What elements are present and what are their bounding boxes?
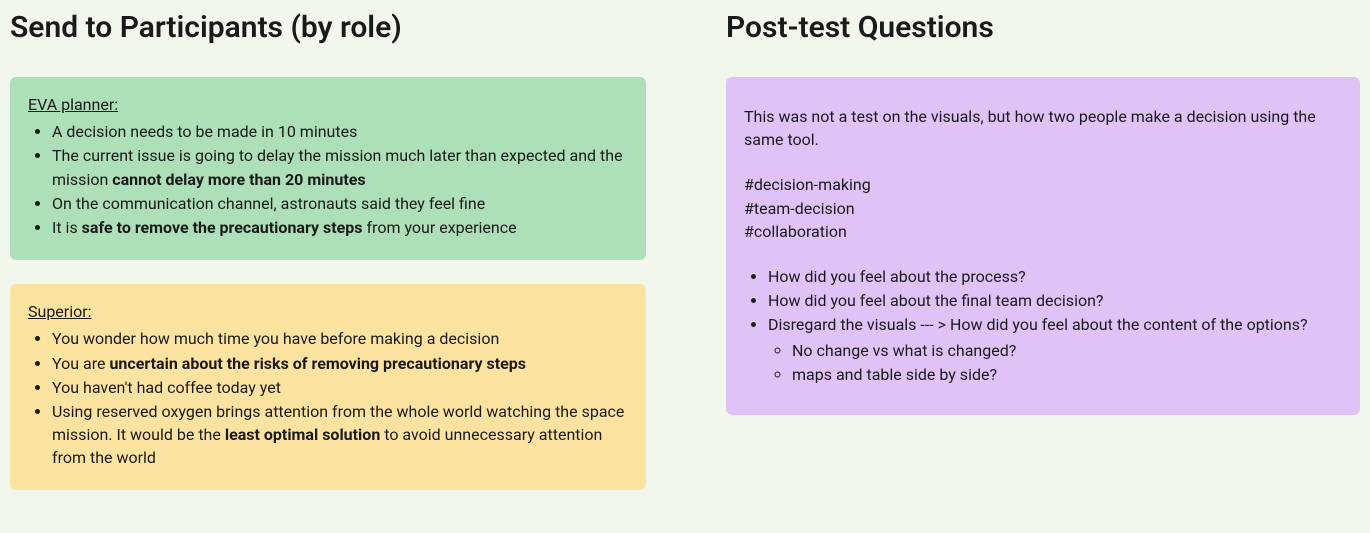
- list-item: You wonder how much time you have before…: [52, 327, 628, 350]
- list-item: The current issue is going to delay the …: [52, 144, 628, 190]
- left-column: Send to Participants (by role) EVA plann…: [10, 10, 646, 514]
- list-item: How did you feel about the process?: [768, 265, 1342, 288]
- right-heading: Post-test Questions: [726, 10, 1360, 45]
- bold-text: cannot delay more than 20 minutes: [112, 170, 365, 189]
- list-item: On the communication channel, astronauts…: [52, 192, 628, 215]
- intro-text: This was not a test on the visuals, but …: [744, 105, 1342, 151]
- list-item: Disregard the visuals --- > How did you …: [768, 313, 1342, 386]
- list-item: A decision needs to be made in 10 minute…: [52, 120, 628, 143]
- tag: #decision-making: [744, 173, 1342, 196]
- tags-block: #decision-making#team-decision#collabora…: [744, 173, 1342, 243]
- tag: #team-decision: [744, 197, 1342, 220]
- bullet-list: You wonder how much time you have before…: [28, 327, 628, 469]
- list-item: How did you feel about the final team de…: [768, 289, 1342, 312]
- role-card: Superior: You wonder how much time you h…: [10, 284, 646, 490]
- left-heading: Send to Participants (by role): [10, 10, 646, 45]
- role-card: EVA planner: A decision needs to be made…: [10, 77, 646, 260]
- bold-text: safe to remove the precautionary steps: [82, 218, 363, 237]
- bold-text: least optimal solution: [225, 425, 380, 444]
- bullet-list: A decision needs to be made in 10 minute…: [28, 120, 628, 239]
- question-list: How did you feel about the process?How d…: [744, 265, 1342, 386]
- sub-list: No change vs what is changed?maps and ta…: [768, 339, 1342, 386]
- list-item: maps and table side by side?: [792, 363, 1342, 386]
- tag: #collaboration: [744, 220, 1342, 243]
- list-item: You haven't had coffee today yet: [52, 376, 628, 399]
- role-label: Superior:: [28, 300, 92, 323]
- role-label: EVA planner:: [28, 93, 118, 116]
- questions-card: This was not a test on the visuals, but …: [726, 77, 1360, 415]
- list-item: Using reserved oxygen brings attention f…: [52, 400, 628, 470]
- bold-text: uncertain about the risks of removing pr…: [109, 354, 526, 373]
- list-item: It is safe to remove the precautionary s…: [52, 216, 628, 239]
- list-item: You are uncertain about the risks of rem…: [52, 352, 628, 375]
- main-container: Send to Participants (by role) EVA plann…: [10, 10, 1360, 514]
- list-item: No change vs what is changed?: [792, 339, 1342, 362]
- right-column: Post-test Questions This was not a test …: [726, 10, 1360, 514]
